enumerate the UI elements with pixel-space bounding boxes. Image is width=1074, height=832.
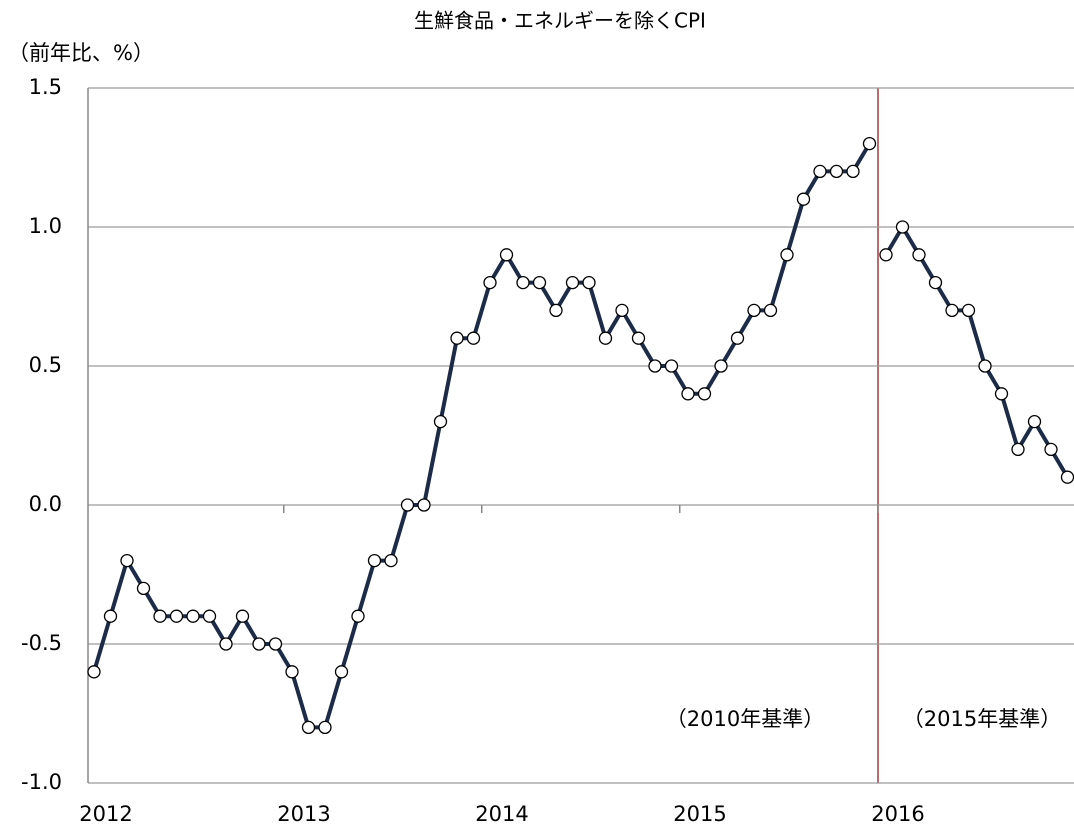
y-tick-label: 0.5 — [29, 353, 62, 377]
marker — [978, 359, 992, 373]
marker — [813, 164, 827, 179]
marker — [499, 248, 514, 262]
marker — [483, 275, 497, 290]
marker — [219, 637, 233, 651]
annotation: （2010年基準） — [666, 707, 824, 731]
annotation: （2015年基準） — [903, 707, 1061, 731]
marker — [153, 609, 167, 623]
marker — [516, 275, 530, 290]
marker — [1027, 414, 1042, 429]
marker — [120, 553, 134, 568]
marker — [895, 220, 910, 234]
marker — [615, 303, 629, 318]
marker — [664, 359, 679, 373]
marker — [598, 331, 613, 345]
marker — [400, 498, 415, 512]
marker — [582, 275, 596, 290]
line — [884, 225, 1070, 479]
marker — [928, 275, 943, 290]
marker — [829, 164, 844, 179]
marker — [450, 331, 464, 345]
marker — [334, 665, 349, 679]
x-tick-label: 2013 — [277, 802, 330, 826]
marker — [285, 665, 299, 679]
marker — [549, 303, 563, 318]
marker — [714, 359, 728, 373]
marker — [433, 414, 448, 429]
marker — [763, 303, 778, 318]
x-tick-label: 2012 — [79, 802, 132, 826]
x-tick-label: 2016 — [871, 802, 924, 826]
marker — [631, 331, 646, 345]
marker — [186, 609, 200, 623]
marker — [367, 553, 382, 568]
marker — [846, 164, 860, 179]
x-tick-label: 2015 — [673, 802, 726, 826]
marker — [466, 331, 481, 345]
line — [92, 142, 872, 730]
marker — [268, 637, 283, 651]
marker — [747, 303, 761, 318]
marker — [169, 609, 184, 623]
marker — [945, 303, 959, 318]
marker — [384, 553, 398, 568]
marker — [796, 192, 811, 206]
marker — [1060, 470, 1074, 484]
marker — [648, 359, 662, 373]
marker — [235, 609, 250, 623]
marker — [912, 248, 926, 262]
y-tick-label: -0.5 — [21, 631, 62, 655]
marker — [961, 303, 976, 318]
y-tick-label: 1.0 — [29, 214, 62, 238]
marker — [780, 248, 794, 262]
marker — [1011, 442, 1025, 457]
marker — [318, 720, 332, 735]
y-axis-label: （前年比、%） — [8, 41, 154, 65]
marker — [202, 609, 217, 623]
marker — [87, 665, 101, 679]
y-tick-label: 1.5 — [29, 75, 62, 99]
marker — [301, 720, 316, 735]
marker — [103, 609, 118, 623]
marker — [994, 387, 1009, 401]
marker — [252, 637, 266, 651]
marker — [730, 331, 745, 345]
marker — [697, 387, 712, 401]
marker — [879, 248, 893, 262]
marker — [1044, 442, 1058, 457]
marker — [532, 275, 547, 290]
marker — [417, 498, 431, 512]
marker — [351, 609, 365, 623]
chart-title: 生鮮食品・エネルギーを除くCPI — [414, 9, 706, 33]
marker — [565, 275, 580, 290]
x-tick-label: 2014 — [475, 802, 528, 826]
y-tick-label: -1.0 — [21, 770, 62, 794]
marker — [681, 387, 695, 401]
y-tick-label: 0.0 — [29, 492, 62, 516]
marker — [136, 581, 151, 596]
marker — [862, 136, 877, 151]
